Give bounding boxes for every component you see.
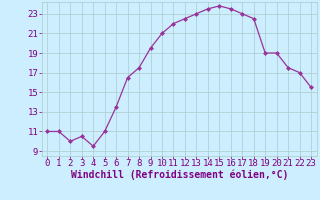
X-axis label: Windchill (Refroidissement éolien,°C): Windchill (Refroidissement éolien,°C) [70,170,288,180]
